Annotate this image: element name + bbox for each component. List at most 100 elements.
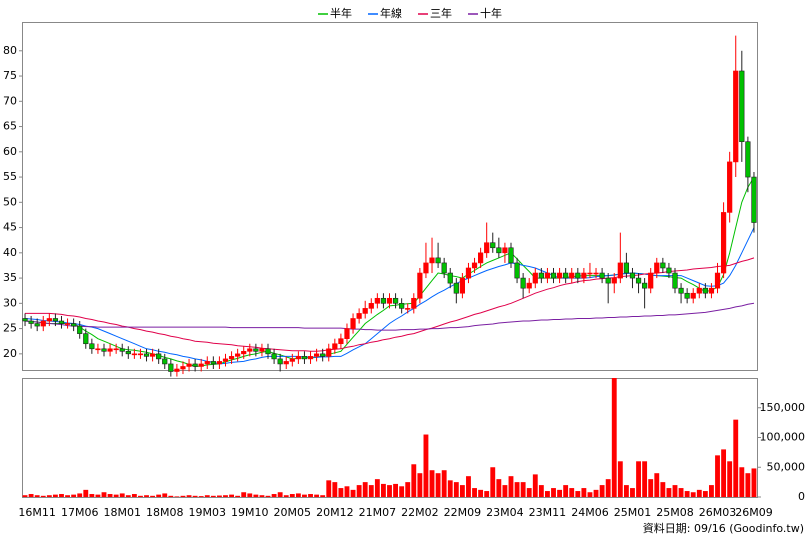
volume-bar	[210, 495, 216, 497]
candle-body	[648, 272, 654, 289]
volume-bar	[745, 473, 751, 497]
volume-bar	[265, 495, 271, 497]
candle-body	[228, 356, 235, 360]
volume-bar	[611, 378, 617, 497]
y-tick-label: 45	[3, 221, 17, 234]
volume-bar	[623, 485, 629, 497]
volume-bar	[113, 494, 119, 497]
volume-bar	[727, 461, 733, 497]
candle-body	[654, 262, 660, 274]
candle-body	[496, 247, 502, 254]
candle-body	[490, 242, 496, 249]
candle-body	[320, 353, 326, 357]
candle-body	[52, 318, 59, 322]
volume-bar	[557, 489, 563, 497]
candle-body	[241, 351, 247, 355]
candle-body	[429, 257, 435, 264]
candle-body	[739, 70, 745, 143]
y-tick-label: 80	[3, 44, 17, 57]
x-tick-label: 22M02	[401, 506, 439, 519]
volume-bar	[709, 485, 714, 497]
volume-bar	[59, 494, 64, 497]
candle-body	[538, 272, 544, 279]
candle-body	[569, 272, 575, 279]
candle-body	[690, 292, 696, 299]
legend-label: 年線	[380, 6, 402, 20]
volume-bar	[138, 495, 143, 497]
volume-bar	[22, 495, 28, 497]
volume-bar	[387, 485, 392, 497]
candle-body	[307, 356, 314, 360]
candle-body	[362, 308, 368, 314]
volume-bar	[393, 483, 399, 497]
volume-panel	[22, 378, 758, 498]
volume-bar	[508, 476, 514, 497]
candle-body	[253, 348, 259, 352]
volume-bar	[186, 495, 192, 497]
candle-body	[520, 277, 526, 289]
candle-body	[720, 212, 727, 274]
volume-bar	[405, 482, 411, 497]
volume-bar	[162, 493, 168, 497]
candle-body	[368, 303, 374, 309]
volume-bar	[532, 474, 538, 497]
x-tick-label: 25M08	[656, 506, 694, 519]
volume-bar	[380, 483, 386, 497]
volume-tick-label: 100,000	[760, 431, 806, 444]
volume-bar	[423, 434, 429, 497]
volume-bar	[83, 489, 89, 497]
candle-body	[526, 282, 532, 289]
candle-body	[222, 358, 229, 362]
candle-body	[605, 277, 611, 284]
candle-body	[119, 348, 125, 352]
candle-body	[326, 348, 332, 357]
volume-bar	[289, 494, 295, 497]
candle-body	[289, 358, 295, 362]
x-tick-label: 19M03	[189, 506, 227, 519]
candle-body	[471, 262, 478, 269]
volume-bar	[65, 495, 70, 497]
volume-bar	[593, 489, 599, 497]
candle-body	[356, 313, 362, 319]
volume-bar	[605, 479, 611, 497]
volume-bar	[411, 464, 417, 497]
y-tick-label: 60	[3, 145, 17, 158]
volume-bar	[447, 480, 453, 497]
volume-bar	[131, 494, 137, 497]
candle-body	[441, 262, 447, 274]
x-tick-label: 19M10	[231, 506, 269, 519]
candle-body	[642, 282, 648, 289]
volume-bar	[368, 485, 374, 497]
y-tick-label: 40	[3, 246, 17, 259]
y-tick-label: 70	[3, 94, 17, 107]
y-tick-label: 20	[3, 347, 17, 360]
volume-bar	[648, 479, 654, 497]
candle-body	[684, 292, 690, 299]
x-tick-label: 23M04	[486, 506, 524, 519]
volume-bar	[283, 495, 289, 497]
volume-bar	[545, 491, 550, 497]
volume-bar	[302, 494, 307, 497]
volume-bar	[630, 488, 635, 497]
volume-bar	[362, 482, 368, 497]
footer: 資料日期: 09/16 (Goodinfo.tw)	[643, 521, 804, 535]
volume-bar	[599, 485, 605, 497]
candle-body	[34, 323, 40, 327]
volume-bar	[332, 482, 338, 497]
candle-body	[447, 272, 453, 284]
candle-body	[125, 351, 131, 355]
candle-body	[283, 361, 289, 365]
volume-bar	[751, 468, 757, 497]
candle-body	[149, 353, 156, 357]
ma-line	[24, 176, 755, 368]
candle-body	[611, 277, 617, 284]
volume-bar	[308, 494, 313, 497]
candle-body	[301, 356, 308, 360]
y-tick-label: 55	[3, 170, 17, 183]
volume-bar	[235, 495, 241, 497]
volume-bar	[617, 461, 623, 497]
candle-body	[107, 348, 113, 352]
volume-bar	[46, 495, 52, 497]
volume-bar	[581, 488, 587, 497]
